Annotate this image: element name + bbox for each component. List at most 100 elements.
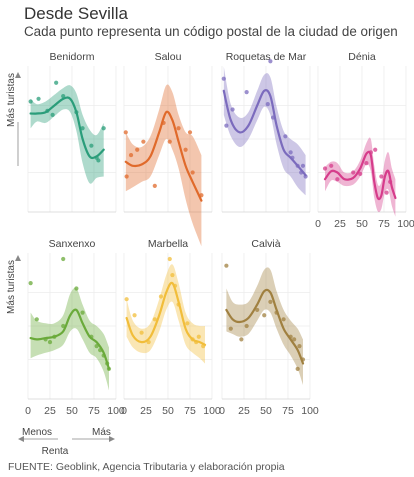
trend-line-salou: [124, 110, 203, 202]
x-tick-label: 0: [25, 405, 31, 417]
data-point: [50, 112, 55, 117]
data-point: [36, 96, 41, 101]
data-point: [61, 256, 66, 262]
confidence-band-marbella: [126, 264, 205, 364]
trend-line-calvia: [225, 288, 305, 365]
data-point: [187, 130, 193, 135]
x-tick-label: 75: [282, 405, 294, 417]
data-point: [135, 147, 140, 152]
data-point: [132, 313, 137, 318]
x-high-label: Más: [92, 427, 111, 438]
x-tick-label: 50: [162, 405, 174, 417]
x-tick-label: 25: [140, 405, 152, 417]
panel-title-calvia: Calvià: [251, 238, 280, 250]
trend-line-sanxenxo: [29, 308, 111, 370]
x-axis-label: Renta: [42, 446, 69, 457]
data-point: [224, 263, 229, 268]
panel-title-benidorm: Benidorm: [50, 51, 95, 63]
data-point: [196, 334, 201, 339]
confidence-band-roquetas-de-mar: [223, 66, 306, 196]
x-tick-label: 75: [184, 405, 196, 417]
data-point: [255, 307, 260, 313]
data-point: [123, 130, 128, 135]
y-axis-arrowhead-bottom: [15, 255, 21, 261]
data-point: [124, 297, 129, 302]
data-point: [292, 337, 297, 342]
panel-benidorm: Benidorm: [27, 51, 117, 213]
source-note: FUENTE: Geoblink, Agencia Tributaria y e…: [8, 461, 285, 473]
panel-denia: Dénia 0 25 50 75 100: [315, 51, 414, 230]
data-point: [244, 323, 249, 329]
data-point: [230, 107, 235, 112]
data-point: [268, 299, 273, 304]
x-tick-label: 100: [301, 405, 319, 417]
chart-subtitle: Cada punto representa un código postal d…: [24, 24, 398, 39]
data-point: [176, 126, 181, 131]
panel-title-denia: Dénia: [348, 51, 376, 63]
data-point: [239, 337, 244, 342]
data-point: [281, 317, 286, 322]
x-tick-label: 0: [219, 405, 225, 417]
data-point: [54, 80, 59, 85]
x-tick-label: 100: [107, 405, 125, 417]
data-point: [358, 171, 363, 176]
x-tick-label: 0: [121, 405, 127, 417]
data-point: [80, 126, 85, 131]
data-point: [244, 90, 249, 95]
data-point: [101, 126, 106, 131]
data-point: [329, 163, 334, 168]
y-axis-arrowhead-top: [15, 72, 21, 78]
data-point: [185, 321, 190, 326]
data-point: [170, 272, 175, 278]
data-point: [224, 123, 229, 128]
data-point: [152, 317, 157, 322]
data-point: [288, 150, 293, 155]
x-tick-label: 0: [315, 218, 321, 230]
data-point: [28, 281, 33, 286]
trend-line-benidorm: [29, 96, 105, 160]
panel-title-sanxenxo: Sanxenxo: [49, 238, 96, 250]
data-point: [379, 174, 384, 179]
data-point: [96, 158, 101, 163]
data-point: [300, 163, 306, 168]
data-point: [167, 139, 172, 144]
panel-title-roquetas-de-mar: Roquetas de Mar: [226, 51, 307, 63]
x-tick-label: 100: [397, 218, 414, 230]
x-tick-label: 50: [260, 405, 272, 417]
y-axis-label-top: Más turistas: [6, 73, 17, 127]
panel-sanxenxo: Sanxenxo 0 25 50 75 100: [25, 238, 125, 417]
data-point: [373, 147, 378, 152]
data-point: [295, 366, 300, 371]
x-tick-label: 25: [44, 405, 56, 417]
data-point: [335, 177, 340, 182]
panel-title-marbella: Marbella: [148, 238, 188, 250]
trend-line-denia: [323, 150, 397, 201]
data-point: [158, 294, 164, 299]
data-point: [47, 339, 53, 345]
data-point: [61, 94, 66, 99]
panel-marbella: Marbella 0 25 50 75 100: [121, 238, 221, 417]
confidence-band-benidorm: [30, 85, 104, 184]
data-point: [152, 183, 157, 188]
panel-title-salou: Salou: [155, 51, 182, 63]
data-point: [297, 344, 302, 349]
data-point: [28, 99, 33, 104]
panel-salou: Salou: [123, 51, 213, 247]
data-point: [74, 286, 79, 291]
data-point: [351, 170, 356, 175]
data-point: [228, 326, 233, 331]
x-tick-label: 25: [238, 405, 250, 417]
panel-roquetas-de-mar: Roquetas de Mar: [221, 51, 311, 213]
x-axis-arrowhead-left: [18, 436, 24, 442]
data-point: [80, 310, 85, 315]
panels-group: Benidorm Salou Roquetas de Mar Dénia 0 25 50 75…: [25, 51, 414, 417]
data-point: [322, 166, 328, 171]
x-tick-label: 100: [203, 405, 221, 417]
x-low-label: Menos: [22, 427, 52, 438]
data-point: [262, 313, 267, 318]
x-tick-label: 50: [66, 405, 78, 417]
data-point: [221, 76, 226, 81]
data-point: [283, 134, 288, 139]
x-tick-label: 50: [356, 218, 368, 230]
